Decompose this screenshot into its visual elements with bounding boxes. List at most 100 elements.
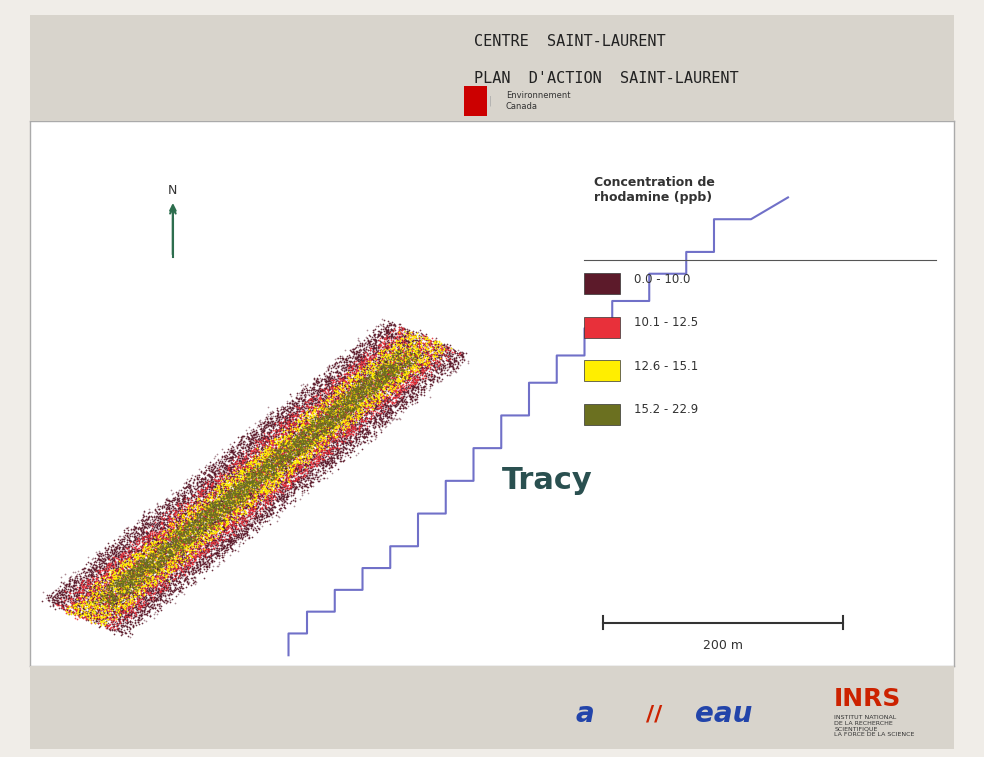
Point xyxy=(201,460,216,472)
Point xyxy=(274,416,289,428)
Point xyxy=(287,481,303,494)
Point xyxy=(195,485,211,497)
Point xyxy=(430,349,446,361)
Point xyxy=(298,415,314,427)
Point xyxy=(216,446,232,458)
Point xyxy=(89,599,104,611)
Point xyxy=(160,531,176,543)
Point xyxy=(138,579,154,591)
Point xyxy=(271,446,286,458)
Point xyxy=(251,464,267,476)
Point xyxy=(333,450,348,462)
Point xyxy=(207,505,222,517)
Point xyxy=(159,526,175,538)
Point xyxy=(229,476,245,488)
Point xyxy=(175,540,191,553)
Point xyxy=(310,411,326,423)
Point xyxy=(210,506,225,518)
Point xyxy=(353,420,369,432)
Point xyxy=(126,611,142,623)
Point xyxy=(138,600,154,612)
Point xyxy=(136,565,152,577)
Point xyxy=(366,428,382,441)
Point xyxy=(300,425,316,437)
Point xyxy=(190,487,206,499)
Point xyxy=(103,575,119,587)
Point xyxy=(47,597,63,609)
Point xyxy=(196,500,212,512)
Point xyxy=(279,455,295,467)
Point xyxy=(340,366,356,378)
Point xyxy=(152,564,167,576)
Point xyxy=(338,386,354,398)
Point xyxy=(53,575,69,587)
Point xyxy=(136,562,152,574)
Point xyxy=(123,602,139,614)
Point xyxy=(186,553,202,565)
Point xyxy=(372,410,388,422)
Point xyxy=(160,553,176,565)
Point xyxy=(175,537,191,549)
Point xyxy=(381,350,397,363)
Point xyxy=(374,406,390,418)
Point xyxy=(288,459,304,472)
Point xyxy=(422,341,438,353)
Point xyxy=(88,581,103,593)
Point xyxy=(208,523,223,535)
Point xyxy=(342,385,358,397)
Point xyxy=(307,404,323,416)
Point xyxy=(461,357,476,369)
Point xyxy=(180,509,196,521)
Point xyxy=(245,485,261,497)
Point xyxy=(123,576,139,588)
Point xyxy=(396,382,411,394)
Point xyxy=(370,357,386,369)
Point xyxy=(159,544,175,556)
Point xyxy=(188,495,204,507)
Point xyxy=(383,400,399,412)
Point xyxy=(151,531,166,544)
Point xyxy=(363,366,379,378)
Point xyxy=(200,467,215,479)
Point xyxy=(272,463,287,475)
Point xyxy=(400,355,416,367)
Point xyxy=(253,514,269,526)
Point xyxy=(262,426,277,438)
Point xyxy=(84,587,99,600)
Point xyxy=(68,571,84,583)
Point xyxy=(223,445,239,457)
Point xyxy=(203,486,218,498)
Point xyxy=(283,417,299,429)
Point xyxy=(182,553,198,565)
Point xyxy=(311,415,327,427)
Point xyxy=(410,361,426,373)
Point xyxy=(166,544,182,556)
Point xyxy=(297,459,313,471)
Point xyxy=(373,360,389,372)
Point xyxy=(87,603,102,615)
Point xyxy=(260,473,276,485)
Point xyxy=(179,524,195,536)
Point xyxy=(224,488,240,500)
Point xyxy=(98,578,114,590)
Point xyxy=(293,420,309,432)
Point xyxy=(249,490,265,502)
Point xyxy=(109,594,125,606)
Point xyxy=(238,452,254,464)
Point xyxy=(324,422,339,434)
Point xyxy=(312,451,328,463)
Point xyxy=(112,568,128,580)
Point xyxy=(419,369,435,381)
Point xyxy=(312,449,328,461)
Point xyxy=(353,419,369,431)
Point xyxy=(134,568,150,580)
Point xyxy=(223,444,239,456)
Point xyxy=(186,509,202,521)
Point xyxy=(185,505,201,517)
Point xyxy=(121,597,137,609)
Point xyxy=(294,461,310,473)
Point xyxy=(217,516,233,528)
Point xyxy=(170,531,186,544)
Point xyxy=(115,580,131,592)
Point xyxy=(394,332,409,344)
